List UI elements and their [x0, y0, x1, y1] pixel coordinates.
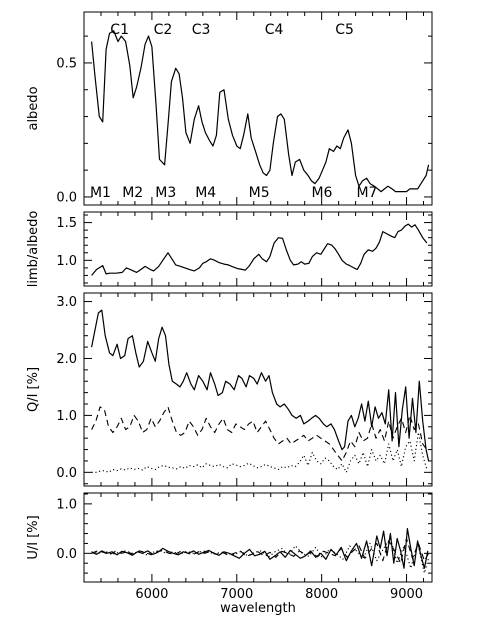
panel-albedo: 0.0 0.5 albedo C1 C2 C3 C4 C5 M1 M2 M3 M4 M5 M6 M7 [26, 11, 433, 206]
y-tick-label: 1.0 [56, 409, 77, 424]
band-label-bottom: M3 [155, 185, 176, 201]
series-line-solid [91, 309, 430, 462]
band-label-bottom: M2 [122, 185, 143, 201]
panel-Q: 0.0 1.0 2.0 3.0 Q/I [%] [26, 292, 433, 487]
band-label-top: C3 [192, 22, 211, 38]
y-tick-label: 1.5 [56, 216, 77, 231]
x-tick-label: 9000 [390, 587, 423, 602]
panel-frame [83, 492, 433, 583]
series-line-solid [91, 223, 428, 276]
x-tick-label: 7000 [220, 587, 253, 602]
panel-limb: 1.0 1.5 limb/albedo [26, 211, 433, 288]
band-label-top: C5 [335, 22, 354, 38]
y-tick-label: 0.0 [56, 190, 77, 205]
series-line-solid [91, 528, 429, 569]
panel-frame [83, 11, 433, 206]
y-axis-label: limb/albedo [26, 211, 41, 288]
panel-U: 0.0 1.0 U/I [%] 6000 7000 8000 9000 wavelength [26, 492, 433, 616]
band-label-bottom: M6 [311, 185, 332, 201]
band-label-bottom: M4 [195, 185, 216, 201]
y-axis-label: Q/I [%] [26, 367, 41, 412]
y-tick-label: 0.0 [56, 547, 77, 562]
x-tick-label: 8000 [305, 587, 338, 602]
y-tick-label: 1.0 [56, 497, 77, 512]
series-line-dashed [91, 406, 428, 462]
band-label-bottom: M5 [249, 185, 270, 201]
x-axis-label: wavelength [220, 601, 296, 616]
y-tick-label: 2.0 [56, 352, 77, 367]
y-axis-label: albedo [26, 86, 41, 130]
band-label-bottom: M1 [90, 185, 111, 201]
y-tick-label: 0.5 [56, 56, 77, 71]
y-axis-label: U/I [%] [26, 515, 41, 559]
series-line-solid [91, 30, 430, 193]
y-tick-label: 3.0 [56, 295, 77, 310]
series-line-dotted [91, 537, 430, 574]
panel-frame [83, 211, 433, 287]
series-line-dotted [91, 431, 428, 473]
band-label-top: C2 [154, 22, 173, 38]
y-tick-label: 0.0 [56, 466, 77, 481]
y-tick-label: 1.0 [56, 254, 77, 269]
band-label-top: C4 [265, 22, 284, 38]
band-label-top: C1 [110, 22, 129, 38]
panel-frame [83, 292, 433, 487]
band-label-bottom: M7 [356, 185, 377, 201]
series-line-dashed [91, 537, 430, 564]
x-tick-label: 6000 [135, 587, 168, 602]
